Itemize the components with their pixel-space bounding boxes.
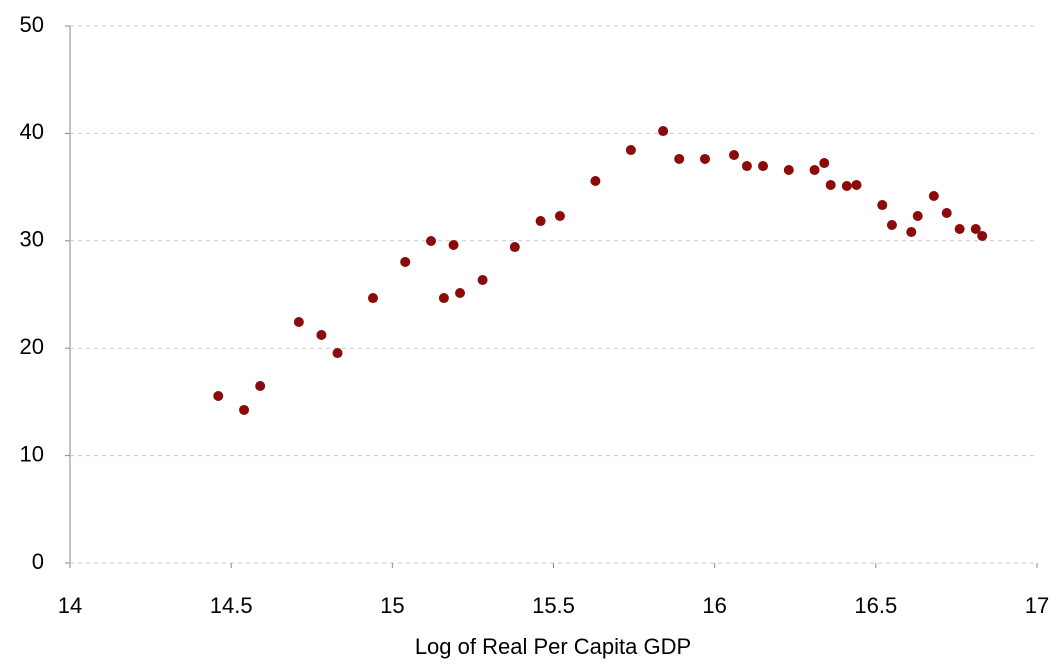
point (809, 165, 820, 176)
point (819, 158, 830, 169)
point (293, 316, 304, 327)
point (239, 404, 250, 415)
point (977, 230, 988, 241)
point (758, 161, 769, 172)
point (448, 239, 459, 250)
point (625, 145, 636, 156)
point (699, 153, 710, 164)
x-tick-label: 14 (58, 593, 82, 618)
point (912, 210, 923, 221)
point (941, 207, 952, 218)
point (509, 242, 520, 253)
y-tick-label: 20 (20, 334, 44, 359)
point (438, 293, 449, 304)
x-tick-label: 15 (380, 593, 404, 618)
x-tick-label: 15.5 (532, 593, 575, 618)
point (729, 149, 740, 160)
y-tick-label: 30 (20, 227, 44, 252)
y-tick-label: 0 (32, 549, 44, 574)
point (906, 226, 917, 237)
point (367, 293, 378, 304)
point (886, 220, 897, 231)
point (426, 236, 437, 247)
point (477, 275, 488, 286)
y-tick-label: 40 (20, 119, 44, 144)
y-tick-label: 10 (20, 441, 44, 466)
x-axis-label: Log of Real Per Capita GDP (415, 634, 691, 659)
point (590, 175, 601, 186)
point (658, 126, 669, 137)
point (554, 210, 565, 221)
point (877, 200, 888, 211)
x-tick-label: 17 (1025, 593, 1049, 618)
point (535, 216, 546, 227)
point (954, 223, 965, 234)
y-tick-label: 50 (20, 12, 44, 37)
point (455, 287, 466, 298)
point (970, 223, 981, 234)
point (741, 161, 752, 172)
point (332, 348, 343, 359)
point (400, 256, 411, 267)
point (825, 179, 836, 190)
x-tick-label: 14.5 (210, 593, 253, 618)
point (928, 191, 939, 202)
point (851, 179, 862, 190)
point (255, 381, 266, 392)
point (213, 390, 224, 401)
point (316, 329, 327, 340)
point (841, 181, 852, 192)
x-tick-label: 16 (702, 593, 726, 618)
point (783, 165, 794, 176)
x-tick-label: 16.5 (854, 593, 897, 618)
point (674, 153, 685, 164)
